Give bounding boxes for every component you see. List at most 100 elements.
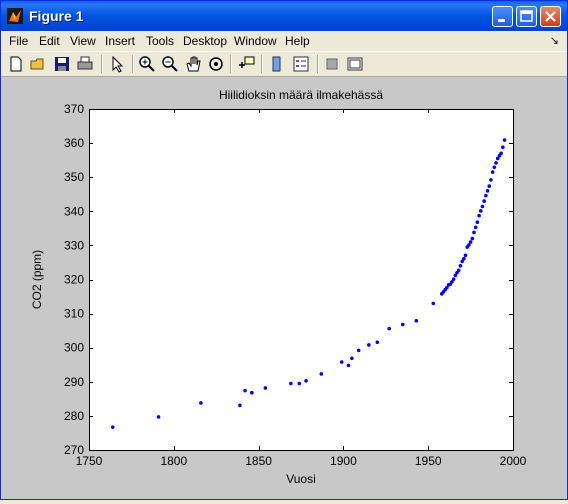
legend-icon[interactable] xyxy=(292,55,310,73)
y-tick-label: 280 xyxy=(64,409,84,423)
y-axis-label: CO2 (ppm) xyxy=(30,250,44,309)
chart-title: Hiilidioksin määrä ilmakehässä xyxy=(219,88,383,102)
data-point xyxy=(478,209,483,213)
menu-insert[interactable]: Insert xyxy=(105,34,136,48)
x-axis-label: Vuosi xyxy=(286,472,316,486)
data-point xyxy=(472,230,476,235)
y-tick-label: 320 xyxy=(64,273,84,287)
data-point xyxy=(445,285,449,290)
data-point xyxy=(485,189,490,193)
y-tick-label: 340 xyxy=(64,204,84,218)
data-point xyxy=(250,390,254,395)
toolbar-separator xyxy=(261,55,263,73)
data-points xyxy=(110,138,507,429)
data-point xyxy=(156,415,161,419)
figure-toolbar xyxy=(1,51,567,77)
y-tick-label: 290 xyxy=(64,375,84,389)
window-title: Figure 1 xyxy=(29,8,84,24)
minimize-icon xyxy=(498,19,505,22)
data-point xyxy=(489,178,493,182)
y-tick-label: 370 xyxy=(64,102,84,116)
data-point xyxy=(339,360,344,364)
pan-icon[interactable] xyxy=(184,55,202,73)
rotate-icon[interactable] xyxy=(207,55,225,73)
open-icon[interactable] xyxy=(29,55,47,73)
matlab-app-icon xyxy=(7,8,23,24)
data-point xyxy=(456,268,461,273)
menu-bar: File Edit View Insert Tools Desktop Wind… xyxy=(1,31,567,51)
colorbar-icon[interactable] xyxy=(268,55,286,73)
data-point xyxy=(414,318,419,323)
data-point xyxy=(400,322,405,327)
menu-desktop[interactable]: Desktop xyxy=(183,34,228,48)
save-icon[interactable] xyxy=(53,55,71,73)
x-tick-label: 2000 xyxy=(500,454,527,468)
y-tick-label: 300 xyxy=(64,341,84,355)
data-point xyxy=(494,161,498,165)
data-point xyxy=(495,156,500,161)
axes-box xyxy=(89,109,514,451)
maximize-button[interactable] xyxy=(516,6,537,27)
pointer-icon[interactable] xyxy=(108,55,126,73)
data-point xyxy=(297,381,302,386)
title-bar[interactable]: Figure 1 xyxy=(1,1,567,31)
data-point xyxy=(458,264,463,268)
minimize-button[interactable] xyxy=(492,6,513,27)
data-point xyxy=(467,243,471,247)
data-point xyxy=(243,388,247,393)
data-point xyxy=(480,204,485,209)
data-point xyxy=(499,151,503,156)
menu-tools[interactable]: Tools xyxy=(146,34,175,48)
data-point xyxy=(263,386,268,390)
zoom-in-icon[interactable] xyxy=(138,55,156,73)
toolbar-separator xyxy=(317,55,319,73)
y-tick-label: 310 xyxy=(64,307,84,321)
y-tick-label: 330 xyxy=(64,238,84,252)
hide-plot-tools-icon[interactable] xyxy=(323,55,341,73)
data-point xyxy=(451,277,456,281)
x-tick-label: 1900 xyxy=(330,454,357,468)
menu-edit[interactable]: Edit xyxy=(39,34,60,48)
data-point xyxy=(450,280,454,284)
y-tick-label: 350 xyxy=(64,170,84,184)
data-point xyxy=(482,199,486,203)
dock-arrow-icon[interactable]: ↘ xyxy=(549,35,559,47)
menu-file[interactable]: File xyxy=(9,34,29,48)
data-point xyxy=(487,184,492,188)
data-point xyxy=(304,378,308,383)
data-point xyxy=(470,236,475,241)
close-button[interactable] xyxy=(540,6,561,27)
figure-canvas: 1750 1800 1850 1900 1950 2000 270 280 290 300 310 3… xyxy=(1,77,567,499)
toolbar-separator xyxy=(230,55,232,73)
data-point xyxy=(431,301,436,306)
axes-background xyxy=(89,109,513,450)
menu-view[interactable]: View xyxy=(70,34,96,48)
data-point xyxy=(502,138,507,142)
data-point xyxy=(350,356,354,361)
data-point xyxy=(387,326,391,331)
menu-window[interactable]: Window xyxy=(234,34,277,48)
x-tick-label: 1950 xyxy=(415,454,442,468)
data-point xyxy=(319,372,324,376)
datacursor-icon[interactable] xyxy=(237,55,255,73)
data-point xyxy=(473,225,478,230)
print-icon[interactable] xyxy=(76,55,94,73)
data-point xyxy=(484,193,488,198)
data-point xyxy=(346,363,351,368)
show-plot-tools-icon[interactable] xyxy=(346,55,364,73)
scatter-chart: 1750 1800 1850 1900 1950 2000 270 280 290 300 310 3… xyxy=(30,88,527,486)
toolbar-separator xyxy=(101,55,103,73)
zoom-out-icon[interactable] xyxy=(161,55,179,73)
data-point xyxy=(501,145,505,149)
x-tick-label: 1750 xyxy=(76,454,103,468)
y-tick-label: 360 xyxy=(64,136,84,150)
menu-help[interactable]: Help xyxy=(285,34,310,48)
toolbar-separator xyxy=(132,55,134,73)
data-point xyxy=(375,340,380,345)
data-point xyxy=(462,256,466,261)
data-point xyxy=(199,401,203,405)
data-point xyxy=(367,343,371,347)
new-icon[interactable] xyxy=(7,55,25,73)
x-tick-label: 1850 xyxy=(245,454,272,468)
